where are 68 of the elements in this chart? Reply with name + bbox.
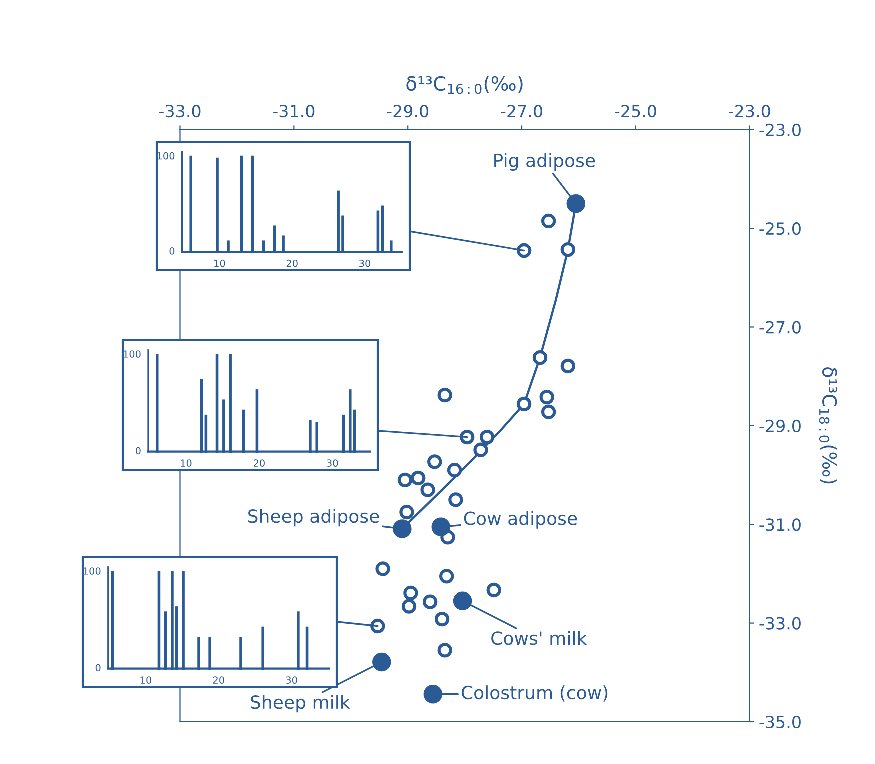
point — [480, 430, 495, 445]
annotation: Sheep milk — [251, 695, 350, 713]
text: 0 — [170, 248, 175, 255]
point — [404, 586, 418, 601]
point — [400, 504, 414, 520]
point — [541, 214, 556, 229]
y-tick-label: -25.0 — [760, 222, 801, 236]
point — [540, 390, 554, 405]
annotation: 10 — [181, 460, 192, 467]
point — [460, 430, 475, 445]
y-tick-label: -29.0 — [760, 420, 801, 432]
point — [486, 582, 502, 598]
point — [398, 472, 413, 488]
text: 10 — [140, 676, 152, 684]
annotation: Pig adipose — [494, 153, 596, 171]
x-tick-label: -29.0 — [387, 105, 429, 118]
text: 0 — [96, 664, 101, 672]
point — [474, 442, 488, 458]
point — [402, 599, 417, 614]
text: 0 — [136, 447, 141, 455]
point — [424, 684, 443, 704]
y-tick-label: -23.0 — [760, 124, 801, 136]
x-tick-label: -31.0 — [273, 105, 315, 118]
point — [428, 454, 442, 470]
point — [411, 470, 426, 486]
x-tick-label: -33.0 — [160, 105, 201, 118]
annotation: Cow adipose — [464, 511, 578, 529]
y-tick-label: -35.0 — [760, 716, 801, 729]
x-tick-label: -27.0 — [501, 105, 542, 118]
annotation: 30 — [327, 460, 338, 467]
annotation: 10 — [214, 260, 226, 268]
annotation: 20 — [286, 260, 298, 268]
x-tick-label: -25.0 — [615, 105, 656, 118]
annotation: 20 — [213, 676, 224, 684]
annotation: 20 — [254, 460, 265, 467]
text: 100 — [124, 350, 141, 358]
point — [439, 569, 454, 584]
point — [560, 242, 576, 258]
annotation: Cows' milk — [492, 631, 588, 646]
point — [566, 194, 586, 214]
point — [560, 358, 576, 374]
point — [532, 350, 548, 366]
annotation: Colostrum (cow) — [462, 686, 608, 702]
point — [453, 592, 472, 610]
point — [434, 612, 450, 627]
text: 100 — [158, 152, 175, 160]
point — [422, 594, 438, 610]
y-tick-label: -31.0 — [760, 518, 801, 532]
annotation: 30 — [360, 260, 371, 268]
point — [438, 643, 452, 658]
annotation: Sheep adipose — [248, 509, 380, 527]
x-tick-label: -23.0 — [729, 105, 770, 118]
point — [376, 562, 390, 576]
text: 100 — [84, 568, 101, 575]
point — [372, 652, 392, 672]
point — [448, 492, 464, 508]
point — [420, 482, 436, 498]
annotation: 30 — [286, 676, 298, 684]
y-tick-label: -27.0 — [760, 321, 801, 334]
point — [438, 388, 452, 403]
x-axis-title: δ¹³C$_{16:0}$(‰) — [406, 76, 523, 94]
y-axis-title: δ¹³C$_{18:0}$(‰) — [819, 368, 838, 484]
point — [541, 404, 556, 420]
y-tick-label: -33.0 — [760, 617, 801, 630]
point — [447, 462, 462, 478]
point — [432, 518, 451, 536]
point — [516, 396, 532, 412]
point — [393, 520, 412, 538]
